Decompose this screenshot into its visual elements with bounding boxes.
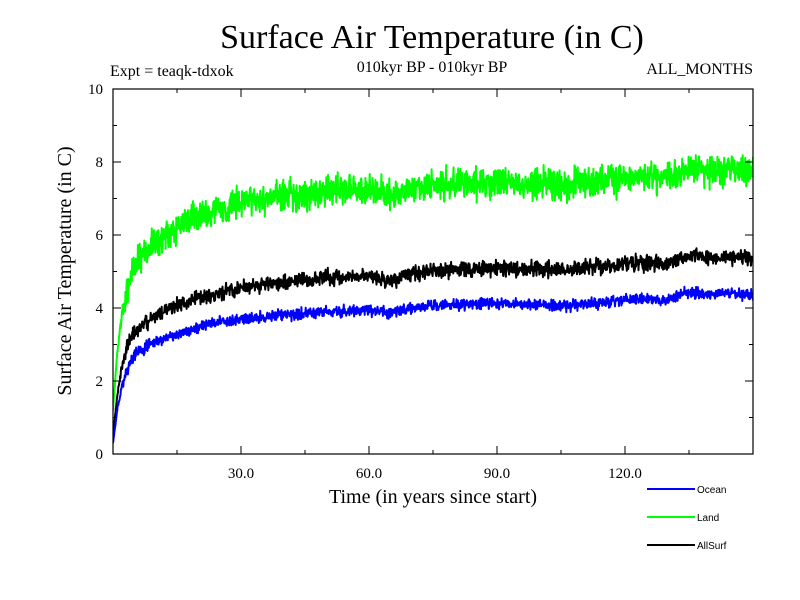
y-tick-label: 8 [96, 155, 104, 171]
season-label: ALL_MONTHS [646, 61, 753, 78]
y-tick-label: 0 [96, 447, 104, 463]
expt-label: Expt = teaqk-tdxok [110, 63, 234, 80]
chart-subtitle: 010kyr BP - 010kyr BP [357, 59, 508, 76]
x-tick-label: 30.0 [228, 466, 254, 482]
series-line-ocean [113, 285, 753, 444]
series-line-allsurf [113, 247, 753, 436]
x-tick-label: 120.0 [608, 466, 642, 482]
y-tick-label: 6 [96, 228, 104, 244]
legend-label-land: Land [697, 513, 719, 524]
x-tick-label: 60.0 [356, 466, 382, 482]
series-line-land [113, 154, 753, 411]
y-tick-label: 2 [96, 374, 104, 390]
y-axis-label: Surface Air Temperature (in C) [54, 146, 76, 395]
chart-title: Surface Air Temperature (in C) [220, 19, 644, 56]
y-tick-label: 10 [88, 82, 103, 98]
x-axis-label: Time (in years since start) [329, 486, 537, 508]
legend-label-ocean: Ocean [697, 485, 726, 496]
legend-label-allsurf: AllSurf [697, 541, 727, 552]
y-tick-label: 4 [96, 301, 104, 317]
x-tick-label: 90.0 [484, 466, 510, 482]
